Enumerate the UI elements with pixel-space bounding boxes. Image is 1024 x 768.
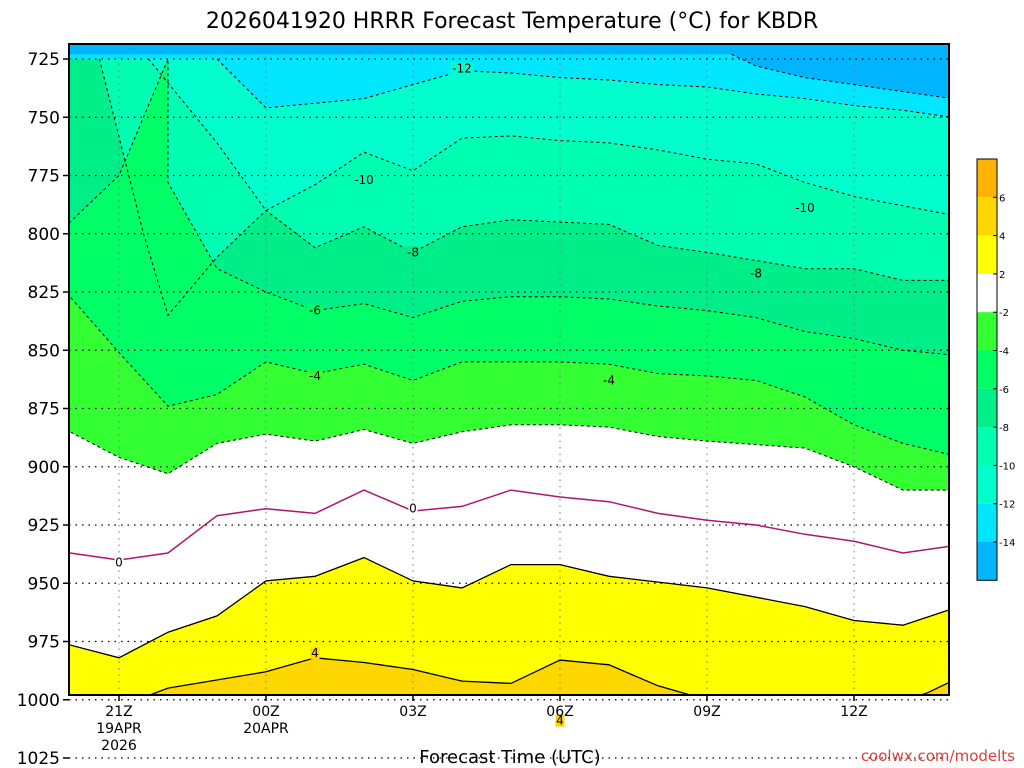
y-tick-label: 825 xyxy=(28,283,60,303)
contour-label: -4 xyxy=(309,369,321,383)
isotherm-minus-14 xyxy=(731,53,949,99)
colorbar-swatch xyxy=(977,427,997,466)
contour-label-bg xyxy=(307,304,323,317)
y-tick-label: 875 xyxy=(28,400,60,420)
x-tick-label: 20APR xyxy=(243,721,289,737)
isotherm-4-corner xyxy=(918,681,949,695)
contour-label-layer: -12 -10 -10 -8 -8 -6 -4 -4 0 0 4 4 xyxy=(114,61,817,728)
colorbar-swatch xyxy=(977,235,997,274)
contour-label: -10 xyxy=(795,201,815,215)
y-tick-label: 950 xyxy=(28,574,60,594)
colorbar-tick-label: 2 xyxy=(999,270,1005,281)
isotherm-minus-10 xyxy=(148,58,949,216)
grid-layer xyxy=(69,44,949,759)
colorbar-swatch xyxy=(977,503,997,542)
x-tick-label: 03Z xyxy=(399,704,426,720)
colorbar-swatch xyxy=(977,388,997,428)
colorbar-tick-label: -2 xyxy=(999,308,1009,319)
contour-label-bg xyxy=(310,647,320,660)
y-tick-label: 800 xyxy=(28,225,60,245)
contour-label: -4 xyxy=(603,374,615,388)
colorbar-tick-label: -14 xyxy=(999,538,1015,549)
isotherm-minus-2 xyxy=(69,424,949,491)
y-axis: 725 750 775 800 825 850 875 900 925 950 975 1000 102… xyxy=(17,50,69,768)
contour-label-bg xyxy=(601,374,617,387)
contour-label-bg xyxy=(352,174,376,187)
colorbar-tick-label: 6 xyxy=(999,193,1005,204)
contour-label: -6 xyxy=(309,304,321,318)
contour-label-bg xyxy=(450,62,474,75)
contour-label: -8 xyxy=(407,245,419,259)
y-tick-label: 900 xyxy=(28,458,60,478)
contour-label-bg xyxy=(793,202,817,215)
contour-label-bg xyxy=(555,714,565,727)
contour-label-bg xyxy=(748,267,764,280)
x-tick-label: 19APR xyxy=(96,721,142,737)
contour-label-bg xyxy=(405,246,421,259)
ground-layer xyxy=(21,697,903,753)
y-tick-label: 975 xyxy=(28,633,60,653)
colorbar-tick-label: -8 xyxy=(999,423,1009,434)
plot-frame xyxy=(68,43,950,696)
colorbar-swatch xyxy=(977,197,997,236)
contour-label: -8 xyxy=(750,266,762,280)
band-warm-corner xyxy=(920,682,949,695)
chart-title: 2026041920 HRRR Forecast Temperature (°C… xyxy=(206,9,818,34)
y-tick-label: 1000 xyxy=(17,691,60,711)
colorbar-tick-label: -10 xyxy=(999,461,1015,472)
isotherm-minus-6 xyxy=(69,58,949,356)
ground-fill xyxy=(21,697,903,753)
contour-label-bg xyxy=(114,556,124,569)
isotherm-4 xyxy=(147,657,693,695)
y-tick-label: 850 xyxy=(28,341,60,361)
x-axis-label: Forecast Time (UTC) xyxy=(419,747,600,768)
band-above-2 xyxy=(69,557,949,695)
x-tick-label: 12Z xyxy=(840,704,867,720)
band-warm-pocket xyxy=(149,657,691,695)
contour-label: 4 xyxy=(311,646,319,660)
contour-label: 4 xyxy=(556,714,564,728)
colorbar-swatch xyxy=(977,350,997,389)
x-tick-label: 09Z xyxy=(693,704,720,720)
isotherm-layer xyxy=(69,53,952,744)
colorbar-tick-label: -6 xyxy=(999,385,1009,396)
x-tick-label: 2026 xyxy=(101,738,137,754)
x-tick-label: 21Z xyxy=(105,704,132,720)
contour-label: 0 xyxy=(409,502,417,516)
colorbar-tick-label: 4 xyxy=(999,232,1005,243)
colorbar-tick-label: -4 xyxy=(999,347,1009,358)
isotherm-minus-12 xyxy=(216,58,949,118)
colorbar-swatch xyxy=(977,159,997,198)
isotherm-0 xyxy=(69,489,949,561)
x-tick-label: 00Z xyxy=(252,704,279,720)
isotherm-2 xyxy=(69,556,949,659)
colorbar: 6 4 2 -2 -4 -6 -8 -10 -12 -14 xyxy=(976,158,1015,581)
colorbar-swatch xyxy=(977,542,997,581)
isotherm-6-corner xyxy=(903,723,952,744)
x-tick-label: 06Z xyxy=(546,704,573,720)
contour-label-bg xyxy=(408,502,418,515)
contour-label: -12 xyxy=(452,61,472,75)
colorbar-swatch xyxy=(977,273,997,313)
contour-label-bg xyxy=(307,369,323,382)
temperature-fill-layer xyxy=(69,44,949,695)
y-tick-label: 1025 xyxy=(17,749,60,768)
contour-label: -10 xyxy=(354,173,374,187)
colorbar-frame xyxy=(976,158,998,581)
colorbar-swatch xyxy=(977,465,997,504)
credit-text: coolwx.com/modelts xyxy=(861,747,1015,765)
y-tick-label: 750 xyxy=(28,108,60,128)
isotherm-minus-8 xyxy=(98,58,949,317)
y-tick-label: 925 xyxy=(28,516,60,536)
colorbar-tick-label: -12 xyxy=(999,500,1015,511)
y-tick-label: 775 xyxy=(28,167,60,187)
y-tick-label: 725 xyxy=(28,50,60,70)
contour-label: 0 xyxy=(115,555,123,569)
colorbar-swatch xyxy=(977,312,997,351)
